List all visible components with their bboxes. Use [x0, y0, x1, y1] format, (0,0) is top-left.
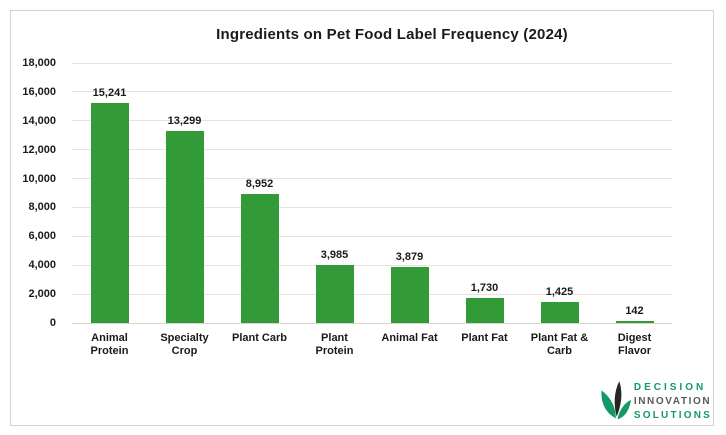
y-tick-label: 2,000	[28, 288, 56, 301]
bar-value-label: 13,299	[167, 115, 202, 127]
bar	[465, 298, 504, 323]
bar	[165, 131, 204, 323]
y-tick-label: 18,000	[22, 57, 56, 69]
bar-value-label: 3,879	[395, 251, 424, 263]
gridline	[72, 178, 672, 180]
y-tick-label: 14,000	[22, 114, 56, 127]
category-label: Plant Protein	[315, 332, 354, 357]
y-tick-label: 12,000	[22, 143, 56, 156]
y-tick-label: 6,000	[28, 230, 56, 243]
gridline	[72, 149, 672, 151]
plant-sprout-icon	[601, 381, 631, 420]
gridline	[72, 206, 672, 208]
category-label: Plant Carb	[231, 332, 287, 344]
category-label: Plant Fat & Carb	[530, 332, 589, 357]
gridline	[72, 293, 672, 295]
y-tick-label: 4,000	[28, 259, 56, 272]
bar-value-label: 1,730	[470, 282, 499, 294]
gridline	[72, 264, 672, 266]
y-tick-label: 8,000	[28, 201, 56, 214]
y-tick-label: 10,000	[22, 172, 56, 185]
y-axis-labels: 0 2,000 4,000 6,000 8,000 10,000 12,000 14,000 1…	[0, 57, 62, 329]
category-label: Plant Fat	[461, 332, 508, 344]
bar	[240, 194, 279, 323]
bar	[90, 103, 129, 323]
category-label: Animal Protein	[90, 332, 129, 357]
bar	[615, 321, 654, 323]
gridline	[72, 120, 672, 122]
logo-line-solutions: SOLUTIONS	[633, 410, 712, 421]
gridline	[72, 62, 672, 64]
y-tick-label: 16,000	[22, 85, 56, 98]
gridline	[72, 91, 672, 93]
bar	[540, 302, 579, 323]
x-axis-labels: Animal Protein Specialty Crop Plant Carb Pl…	[72, 332, 672, 372]
bar-value-label: 15,241	[92, 87, 127, 99]
chart-title: Ingredients on Pet Food Label Frequency …	[216, 26, 568, 43]
logo-line-decision: DECISION	[633, 382, 707, 393]
bar	[315, 265, 354, 323]
bar-value-label: 8,952	[245, 178, 274, 190]
bar-value-label: 3,985	[320, 249, 349, 261]
bar	[390, 267, 429, 323]
plot-area: 15,241 13,299 8,952 3,985 3,879 1,730 1,425 142	[72, 62, 672, 324]
category-label: Specialty Crop	[160, 332, 209, 357]
x-axis-line	[72, 322, 672, 324]
bar-value-label: 142	[625, 305, 644, 317]
category-label: Digest Flavor	[617, 332, 652, 357]
dis-logo: DECISION INNOVATION SOLUTIONS	[599, 378, 712, 425]
logo-line-innovation: INNOVATION	[633, 396, 712, 407]
category-label: Animal Fat	[381, 332, 438, 344]
y-tick-label: 0	[49, 317, 56, 329]
bar-value-label: 1,425	[545, 286, 574, 298]
logo-wordmark: DECISION INNOVATION SOLUTIONS	[634, 381, 712, 425]
gridline	[72, 235, 672, 237]
